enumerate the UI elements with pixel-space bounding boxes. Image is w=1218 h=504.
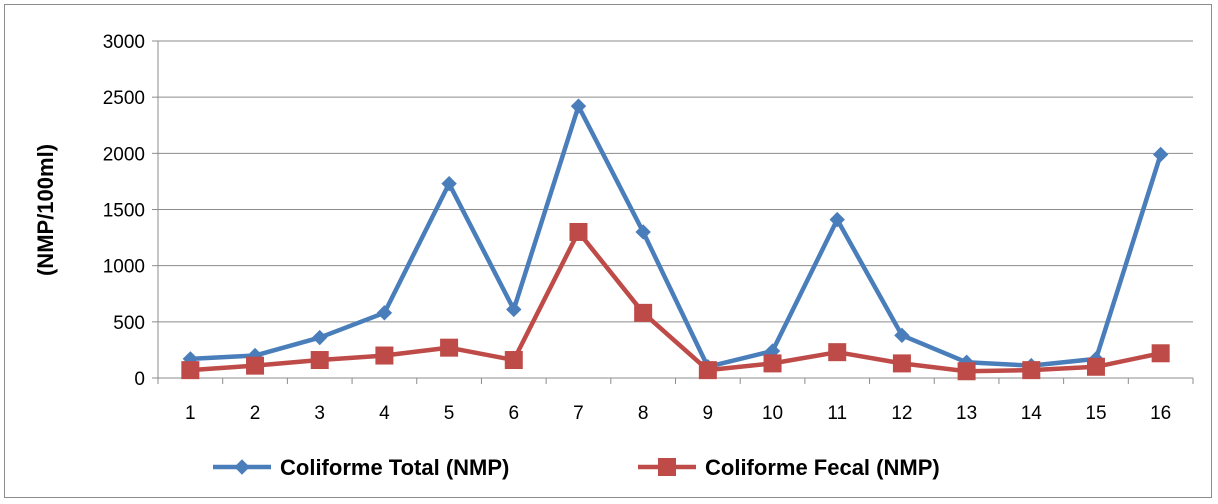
data-point-s2-2: [246, 356, 265, 375]
y-tick-label-2500: 2500: [103, 88, 145, 109]
x-tick-label-7: 7: [573, 403, 584, 424]
x-tick-label-12: 12: [891, 403, 912, 424]
data-point-s2-8: [634, 303, 653, 322]
x-tick-label-4: 4: [379, 403, 390, 424]
x-tick-label-11: 11: [827, 403, 847, 424]
y-tick-label-1000: 1000: [103, 257, 145, 278]
y-tick-label-2000: 2000: [103, 144, 145, 165]
legend-label-2: Coliforme Fecal (NMP): [705, 455, 940, 480]
data-point-s2-1: [181, 361, 200, 380]
series-line-2: [190, 229, 1162, 374]
x-tick-label-8: 8: [638, 403, 649, 424]
y-axis-label: (NMP/100ml): [33, 144, 58, 276]
series-layer: [181, 98, 1170, 381]
legend-item-1[interactable]: Coliforme Total (NMP): [213, 455, 509, 480]
data-point-s2-9: [698, 361, 717, 380]
x-tick-labels: 1 2 3 4 5 6 7 8 9 10 11 12 13 14 15 16: [185, 403, 1171, 424]
y-tick-label-0: 0: [134, 369, 145, 390]
axes: [152, 40, 1194, 384]
data-point-s1-11: [829, 211, 845, 228]
x-tick-label-13: 13: [956, 403, 977, 424]
series-line-1: [190, 103, 1163, 370]
data-point-s2-4: [375, 346, 394, 365]
data-point-s2-6: [504, 351, 523, 370]
y-tick-label-1500: 1500: [103, 201, 145, 222]
data-point-s2-12: [892, 354, 911, 373]
grid-lines: [158, 40, 1193, 323]
data-point-s2-15: [1086, 357, 1105, 376]
legend-item-2[interactable]: Coliforme Fecal (NMP): [638, 455, 940, 480]
data-point-s1-4: [376, 305, 393, 321]
data-point-s2-7: [569, 222, 588, 241]
data-point-s1-5: [441, 175, 457, 192]
data-point-s1-6: [506, 301, 522, 318]
y-tick-label-500: 500: [113, 313, 145, 334]
data-point-s2-11: [828, 343, 847, 362]
data-point-s2-16: [1151, 344, 1170, 363]
x-tick-label-3: 3: [314, 403, 325, 424]
x-tick-label-5: 5: [444, 403, 455, 424]
x-tick-label-16: 16: [1150, 403, 1171, 424]
series-1: [182, 98, 1169, 375]
data-point-s2-5: [440, 338, 459, 357]
data-point-s1-7: [570, 98, 587, 114]
y-tick-labels: 0 500 1000 1500 2000 2500 3000: [103, 32, 145, 390]
series-2: [181, 222, 1170, 381]
data-point-s2-10: [763, 354, 782, 373]
x-tick-label-1: 1: [185, 403, 196, 424]
data-point-s1-8: [635, 224, 651, 240]
x-tick-label-9: 9: [703, 403, 714, 424]
legend-marker-2: [658, 458, 676, 476]
data-point-s1-12: [894, 327, 910, 344]
x-tick-label-15: 15: [1085, 403, 1106, 424]
data-point-s2-13: [957, 362, 976, 381]
x-tick-label-10: 10: [762, 403, 783, 424]
data-point-s1-16: [1152, 146, 1169, 163]
y-tick-label-3000: 3000: [103, 32, 145, 53]
legend[interactable]: Coliforme Total (NMP) Coliforme Fecal (NM…: [213, 455, 940, 480]
chart-frame: [4, 4, 1212, 498]
data-point-s2-14: [1022, 361, 1041, 380]
legend-label-1: Coliforme Total (NMP): [280, 455, 509, 480]
x-tick-label-2: 2: [250, 403, 261, 424]
x-tick-label-6: 6: [508, 403, 519, 424]
x-tick-label-14: 14: [1021, 403, 1043, 424]
data-point-s1-3: [312, 329, 328, 346]
data-point-s2-3: [310, 351, 329, 370]
legend-marker-1: [234, 459, 250, 475]
